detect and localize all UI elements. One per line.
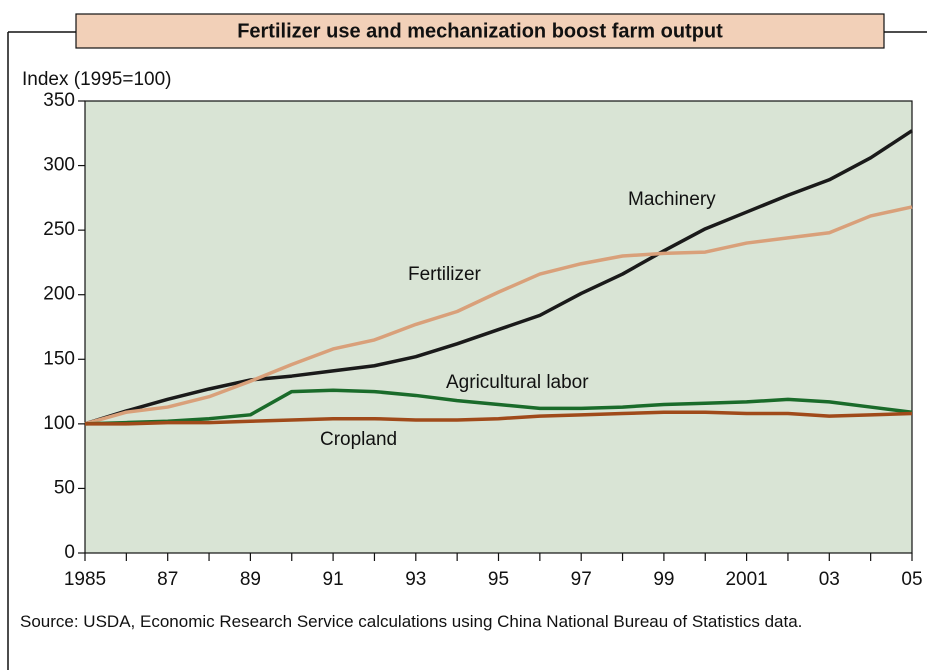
x-tick-label: 97 (571, 569, 592, 590)
series-label: Cropland (320, 429, 397, 450)
x-tick-label: 87 (157, 569, 178, 590)
title-box (75, 13, 885, 49)
y-tick-label: 0 (64, 542, 75, 563)
y-tick-label: 250 (43, 219, 75, 240)
chart-title: Fertilizer use and mechanization boost f… (237, 20, 723, 42)
y-tick-label: 350 (43, 90, 75, 111)
x-tick-label: 2001 (725, 569, 767, 590)
x-tick-label: 99 (653, 569, 674, 590)
series-line (84, 388, 913, 426)
series-label: Fertilizer (408, 264, 482, 285)
x-tick-label: 93 (405, 569, 426, 590)
y-tick-label: 300 (43, 155, 75, 176)
y-tick-label: 100 (43, 413, 75, 434)
x-tick-label: 05 (901, 569, 922, 590)
x-tick-label: 95 (488, 569, 509, 590)
x-tick-label: 89 (240, 569, 261, 590)
series-line (84, 129, 913, 426)
y-axis-label: Index (1995=100) (22, 69, 171, 90)
x-tick-label: 91 (323, 569, 344, 590)
x-tick-label: 1985 (64, 569, 106, 590)
y-tick-label: 150 (43, 348, 75, 369)
y-tick-label: 50 (54, 477, 75, 498)
plot-area (84, 100, 913, 554)
series-label: Machinery (628, 189, 716, 210)
y-tick-label: 200 (43, 284, 75, 305)
series-label: Agricultural labor (446, 372, 589, 393)
source-note: Source: USDA, Economic Research Service … (20, 612, 803, 631)
x-tick-label: 03 (819, 569, 840, 590)
series-line (85, 410, 913, 426)
series-line (84, 205, 913, 426)
